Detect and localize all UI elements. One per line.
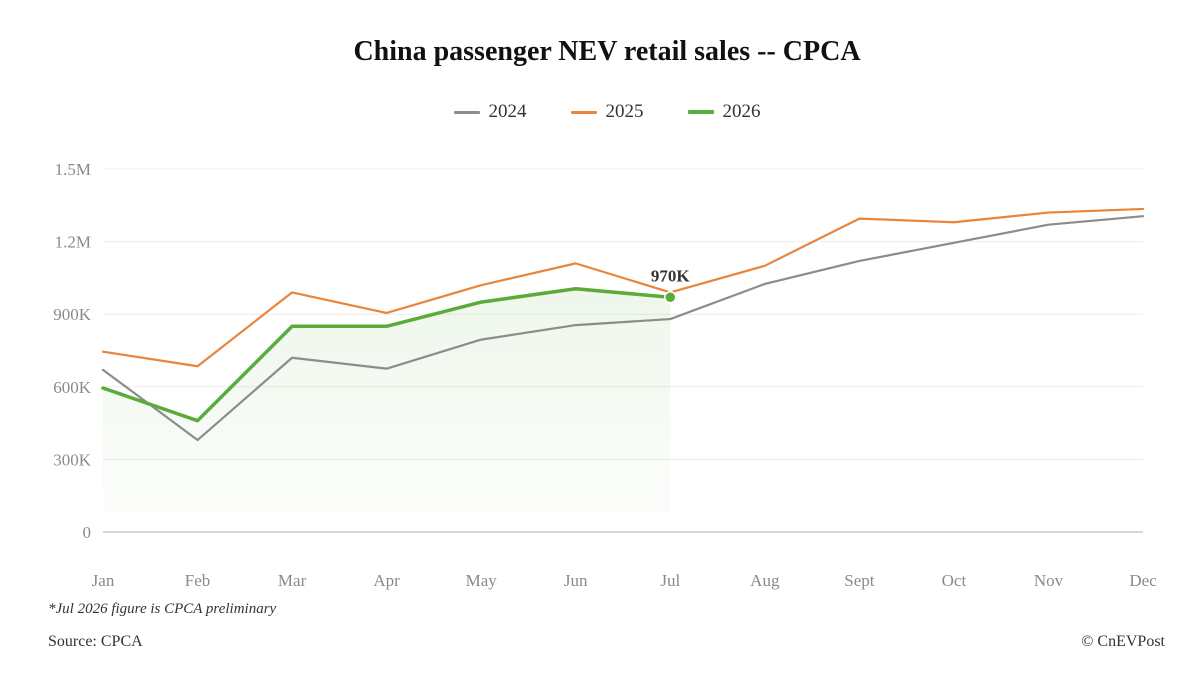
x-tick-label: Jun [564, 571, 588, 590]
footnote: *Jul 2026 figure is CPCA preliminary [48, 601, 277, 617]
series-layer [101, 207, 1145, 442]
y-tick-label: 300K [53, 450, 92, 469]
y-axis: 0 300K 600K 900K 1.2M 1.5M [53, 160, 92, 542]
annotation-layer: 970K [651, 266, 691, 304]
x-tick-label: Nov [1034, 571, 1064, 590]
series-line-2026 [101, 287, 673, 423]
legend-label-2025: 2025 [605, 101, 644, 122]
x-tick-label: Sept [844, 571, 875, 590]
x-tick-label: Oct [942, 571, 967, 590]
series-line-2024 [101, 215, 1145, 442]
legend-swatch-2025 [570, 110, 597, 114]
legend-item-2026[interactable]: 2026 [687, 101, 761, 123]
legend-item-2024[interactable]: 2024 [453, 101, 527, 123]
x-axis: Jan Feb Mar Apr May Jun Jul Aug Sept Oct Nov Dec [92, 571, 1157, 590]
y-tick-label: 1.2M [55, 233, 91, 252]
x-tick-label: Jan [92, 571, 115, 590]
legend-label-2024: 2024 [488, 101, 527, 122]
y-tick-label: 0 [83, 523, 92, 542]
legend-swatch-2024 [453, 110, 480, 114]
source-label: Source: CPCA [48, 633, 143, 650]
legend-swatch-2026 [687, 110, 714, 114]
x-tick-label: Aug [750, 571, 780, 590]
series-area-2026 [103, 288, 671, 512]
x-tick-label: May [466, 571, 498, 590]
x-tick-label: Jul [660, 571, 680, 590]
area-fill-layer [103, 288, 671, 512]
legend-item-2025[interactable]: 2025 [570, 101, 644, 123]
y-tick-label: 600K [53, 378, 92, 397]
series-line-2025 [101, 207, 1145, 368]
x-tick-label: Feb [185, 571, 211, 590]
x-tick-label: Apr [373, 571, 400, 590]
credit-label: © CnEVPost [1081, 633, 1165, 650]
y-tick-label: 900K [53, 305, 92, 324]
y-tick-label: 1.5M [55, 160, 91, 179]
x-tick-label: Dec [1129, 571, 1157, 590]
x-tick-label: Mar [278, 571, 307, 590]
legend: 2024 2025 2026 [0, 101, 1200, 123]
legend-label-2026: 2026 [722, 101, 761, 122]
chart-title: China passenger NEV retail sales -- CPCA [353, 36, 861, 67]
annotation-point [664, 291, 677, 304]
annotation-label: 970K [651, 266, 691, 285]
